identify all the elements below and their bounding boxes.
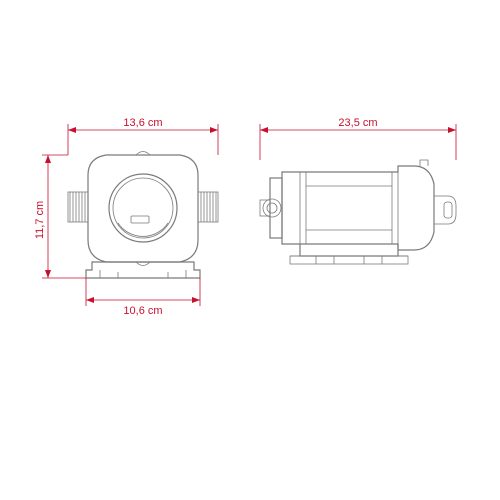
dim-front-top-width: 13,6 cm <box>68 117 218 155</box>
dim-front-height-label: 11,7 cm <box>34 201 46 239</box>
dim-side-length-label: 23,5 cm <box>338 117 377 129</box>
dim-front-bottom-width-label: 10,6 cm <box>123 305 162 317</box>
side-view: 23,5 cm <box>260 117 456 264</box>
dim-side-length: 23,5 cm <box>260 117 456 160</box>
front-view: 13,6 cm 10,6 cm 11,7 cm <box>34 117 218 317</box>
dim-front-bottom-width: 10,6 cm <box>86 278 200 317</box>
technical-drawing: 13,6 cm 10,6 cm 11,7 cm <box>0 0 500 500</box>
dim-front-height: 11,7 cm <box>34 155 86 278</box>
dim-front-top-width-label: 13,6 cm <box>123 117 162 129</box>
